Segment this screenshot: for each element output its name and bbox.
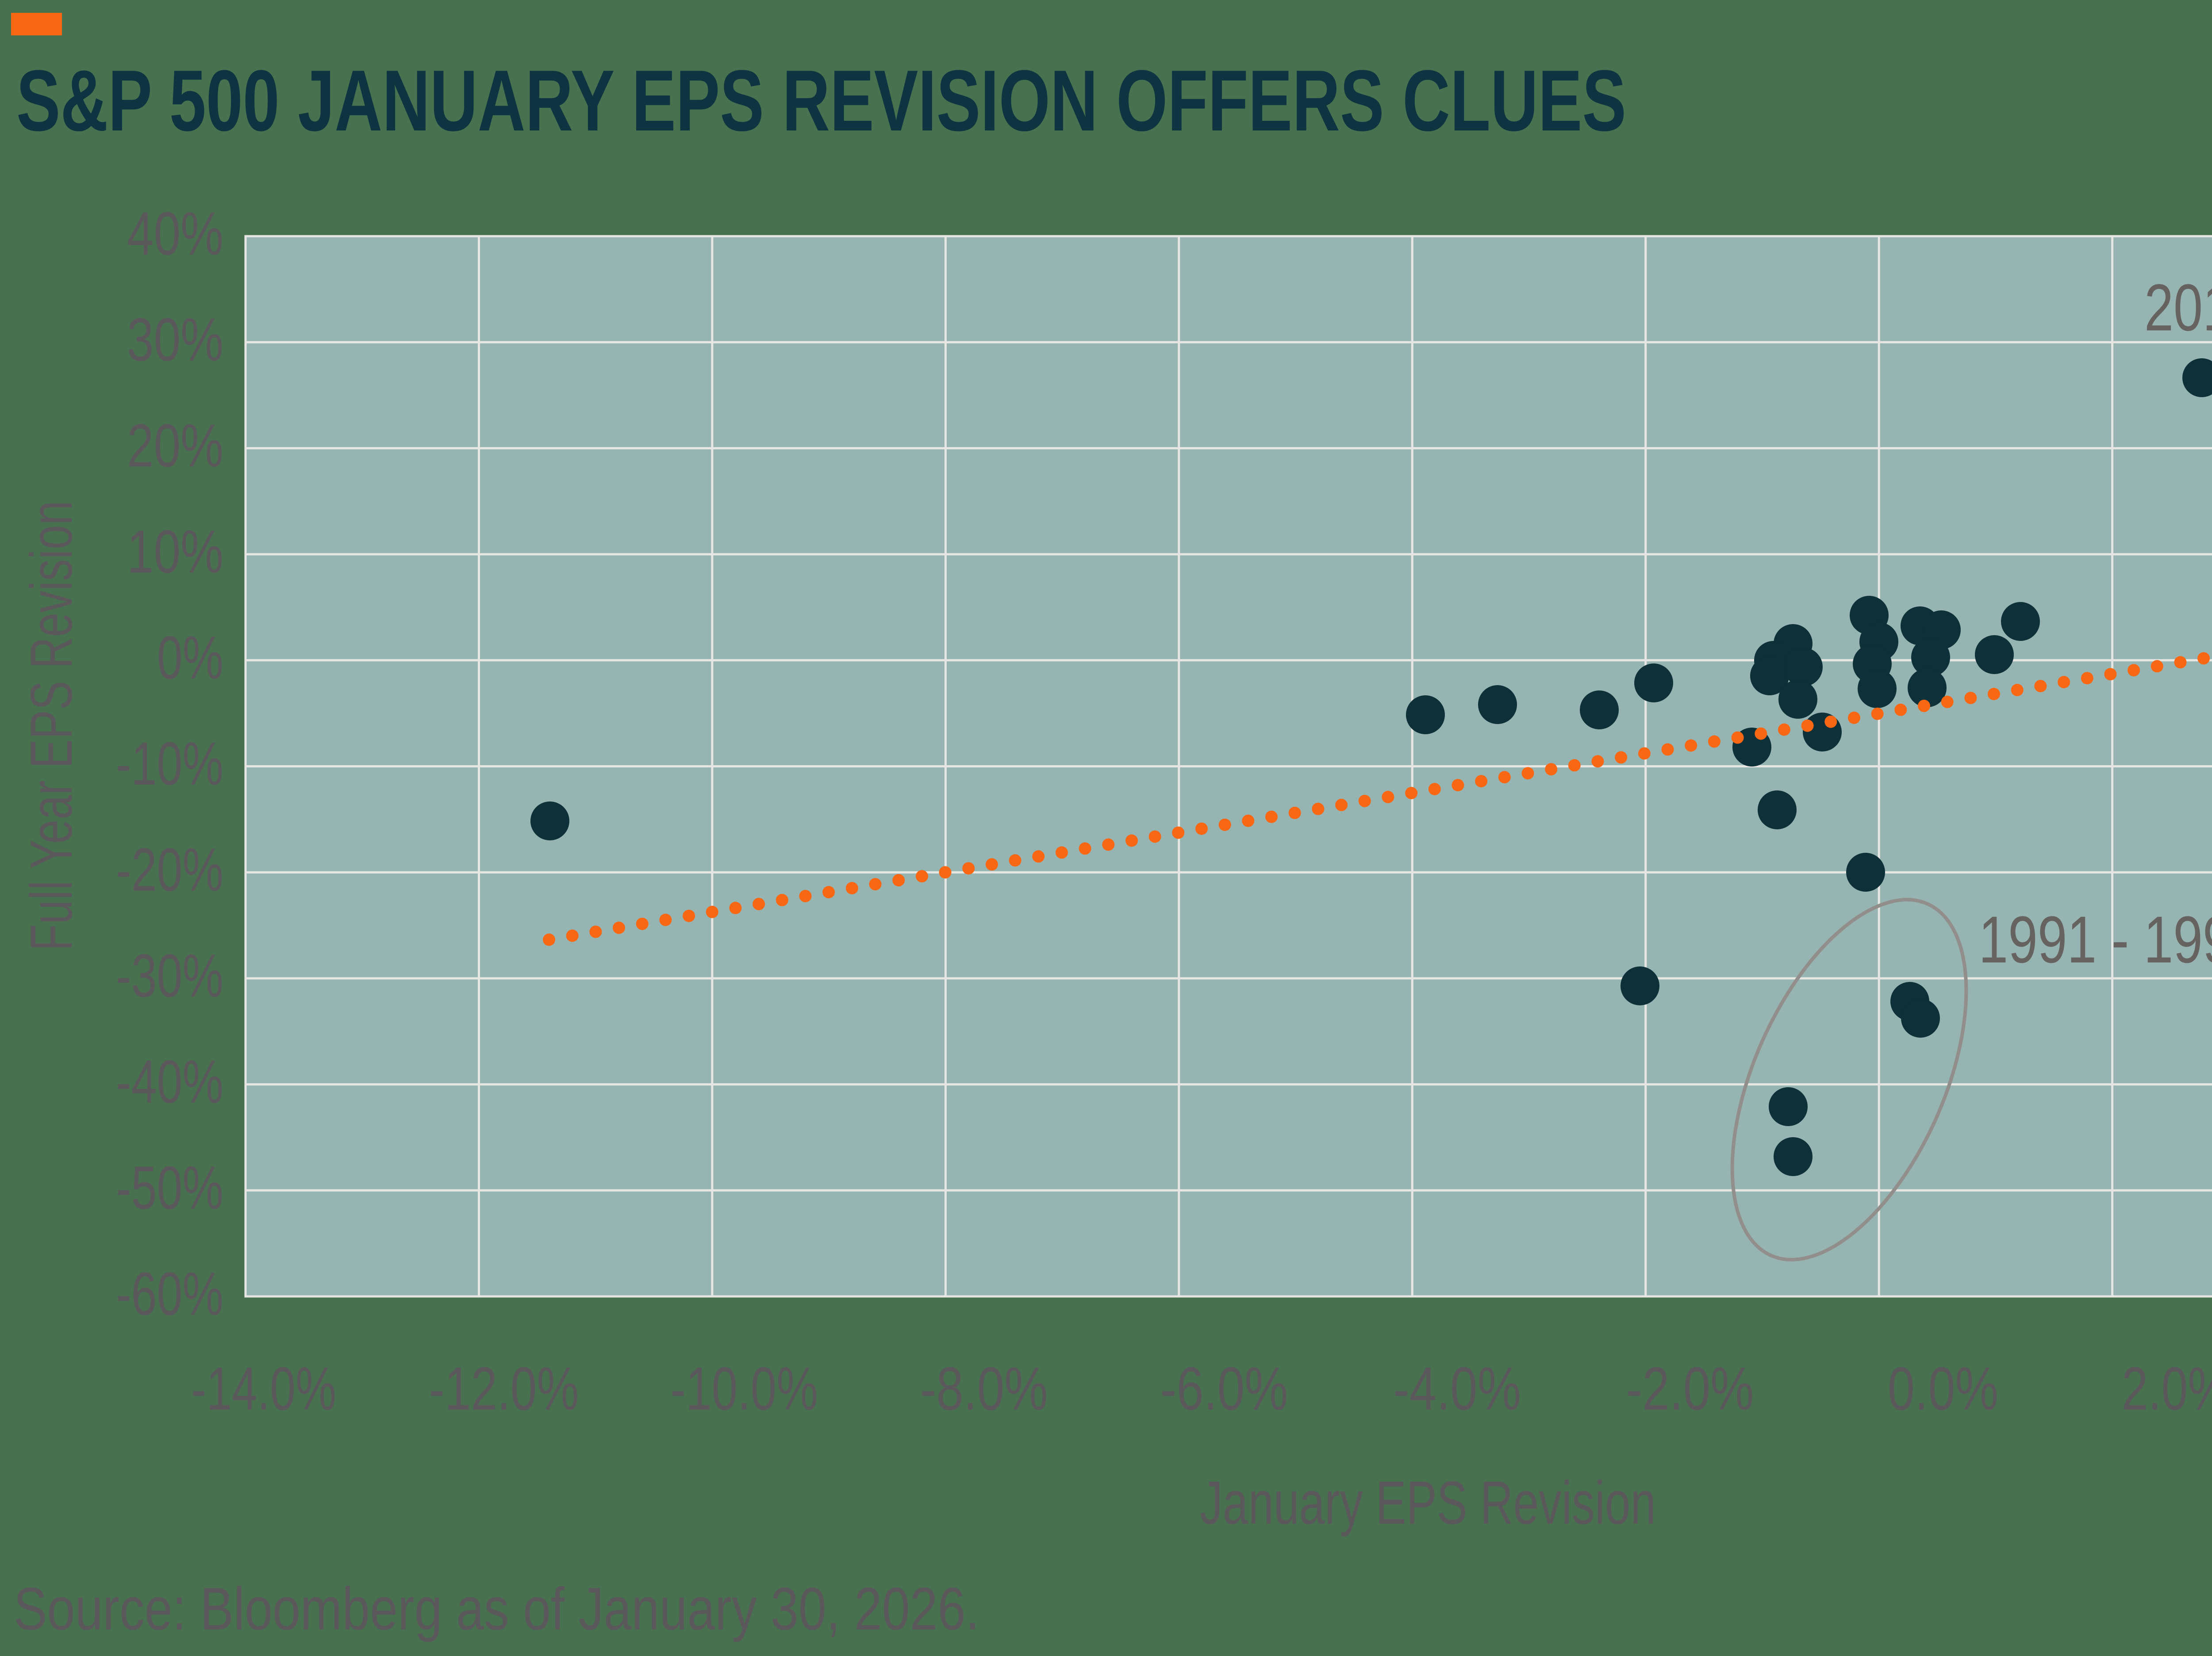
svg-text:2010: 2010 <box>2144 270 2212 345</box>
svg-text:-8.0%: -8.0% <box>920 1355 1048 1423</box>
svg-text:-10%: -10% <box>116 730 223 798</box>
svg-text:-12.0%: -12.0% <box>429 1355 579 1423</box>
svg-text:-14.0%: -14.0% <box>191 1355 336 1423</box>
svg-text:-2.0%: -2.0% <box>1626 1355 1754 1423</box>
svg-text:1991 - 1993; 2001: 1991 - 1993; 2001 <box>1979 902 2212 977</box>
svg-text:-50%: -50% <box>116 1154 223 1222</box>
svg-text:S&P 500 JANUARY EPS REVISION O: S&P 500 JANUARY EPS REVISION OFFERS CLUE… <box>16 52 1626 149</box>
svg-text:30%: 30% <box>127 306 223 374</box>
svg-text:-4.0%: -4.0% <box>1393 1355 1521 1423</box>
svg-text:2.0%: 2.0% <box>2122 1355 2212 1423</box>
svg-text:0.0%: 0.0% <box>1888 1355 1998 1423</box>
svg-text:Full Year EPS Revision: Full Year EPS Revision <box>19 501 84 951</box>
svg-text:10%: 10% <box>127 518 223 586</box>
svg-text:-30%: -30% <box>116 942 223 1010</box>
svg-text:-40%: -40% <box>116 1048 223 1116</box>
svg-text:40%: 40% <box>127 200 223 268</box>
svg-text:January EPS Revision: January EPS Revision <box>1200 1469 1656 1537</box>
svg-text:0%: 0% <box>157 624 223 692</box>
svg-text:Source: Bloomberg as of Januar: Source: Bloomberg as of January 30, 2026… <box>14 1575 979 1642</box>
svg-text:20%: 20% <box>127 412 223 480</box>
svg-text:-20%: -20% <box>116 836 223 904</box>
svg-text:-60%: -60% <box>116 1260 223 1328</box>
svg-text:-6.0%: -6.0% <box>1160 1355 1288 1423</box>
svg-text:-10.0%: -10.0% <box>670 1355 818 1423</box>
